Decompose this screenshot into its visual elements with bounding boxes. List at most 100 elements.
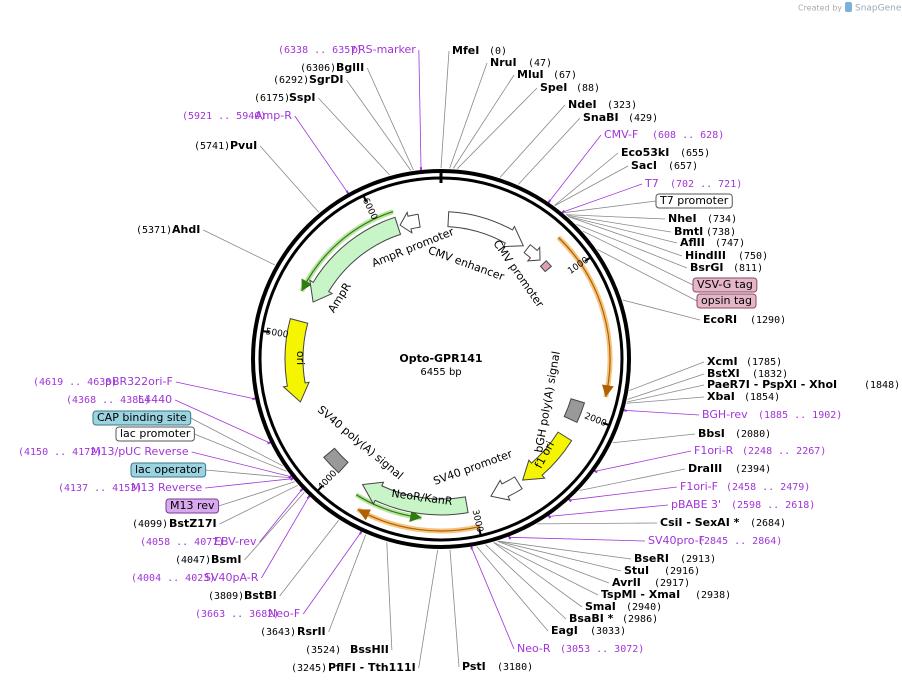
- feature-arrow: [309, 216, 402, 303]
- primer-name: BGH-rev: [702, 408, 748, 421]
- site-name: SacI: [631, 159, 657, 172]
- feature-tag: M13 rev: [170, 499, 215, 512]
- ruler-label: 4000: [316, 469, 339, 493]
- credit: Created by: [798, 4, 842, 13]
- primer-name: M13 Reverse: [131, 481, 202, 494]
- site-position: (2938): [695, 590, 731, 601]
- site-position: (3245): [291, 663, 327, 674]
- feature-arrow: [399, 210, 421, 234]
- site-position: (2917): [654, 578, 690, 589]
- site-name: StuI: [624, 564, 649, 577]
- feature-tag: lac operator: [135, 463, 202, 476]
- site-position: (3033): [590, 626, 626, 637]
- site-position: (6175): [254, 93, 290, 104]
- leader-line: [346, 79, 412, 171]
- site-name: NruI: [490, 56, 517, 69]
- leader-line: [498, 540, 632, 560]
- feature-tag-box: [655, 193, 733, 209]
- ruler-label: 5000: [265, 327, 289, 340]
- site-name: BsmI: [211, 553, 242, 566]
- site-name: PstI: [462, 660, 486, 673]
- leader-line: [190, 417, 283, 467]
- leader-line: [205, 478, 293, 489]
- site-name: PflFI - Tth111I: [328, 661, 416, 674]
- leader-line: [549, 504, 669, 517]
- ruler-label: 3000: [470, 509, 485, 534]
- site-position: (750): [738, 251, 768, 262]
- primer-position: (4368 .. 4385): [66, 395, 150, 406]
- feature-arrow: [521, 431, 573, 481]
- leader-line: [612, 433, 696, 444]
- site-name: BglII: [336, 61, 364, 74]
- primer-position: (6338 .. 6357): [278, 45, 362, 56]
- primer-name: F1ori-R: [694, 444, 734, 457]
- orf-head: [357, 509, 371, 521]
- site-name: XcmI: [707, 355, 738, 368]
- primer-name: F1ori-F: [680, 480, 718, 493]
- leader-line: [418, 549, 439, 669]
- leader-line: [509, 536, 646, 542]
- leader-line: [318, 97, 390, 176]
- site-name: Eco53kI: [621, 146, 669, 159]
- leader-line: [569, 486, 678, 501]
- primer-position: (3663 .. 3682): [195, 609, 279, 620]
- feature-block: [323, 447, 349, 474]
- site-position: (323): [607, 100, 637, 111]
- site-position: (3180): [497, 662, 533, 673]
- site-name: RsrII: [297, 625, 326, 638]
- site-position: (811): [733, 263, 763, 274]
- site-name: SspI: [289, 91, 315, 104]
- primer-position: (5921 .. 5940): [182, 111, 266, 122]
- feature-tag-box: [696, 293, 757, 309]
- site-position: (2916): [664, 566, 700, 577]
- primer-position: (702 .. 721): [670, 179, 742, 190]
- site-name: BstBI: [244, 589, 277, 602]
- site-position: (1290): [750, 315, 786, 326]
- primer-position: (4004 .. 4023): [131, 573, 215, 584]
- orf-line: [557, 237, 611, 398]
- site-name: PvuI: [230, 139, 257, 152]
- site-position: (4047): [175, 555, 211, 566]
- leader-line: [597, 249, 698, 302]
- site-position: (6292): [273, 75, 309, 86]
- leader-line: [366, 67, 414, 171]
- leader-line: [563, 200, 657, 214]
- leader-line: [626, 396, 705, 404]
- leader-line: [194, 433, 287, 472]
- leader-line: [244, 492, 305, 561]
- site-position: (2684): [750, 518, 786, 529]
- leader-line: [627, 384, 705, 403]
- ruler-tick: [262, 330, 270, 334]
- leader-line: [449, 549, 460, 668]
- ruler-tick: [584, 256, 592, 263]
- orf-head: [301, 278, 312, 292]
- leader-line: [205, 469, 292, 479]
- primer-name: pBABE 3': [671, 498, 721, 511]
- site-name: BsaBI *: [569, 612, 614, 625]
- site-position: (47): [528, 58, 552, 69]
- leader-line: [174, 399, 270, 444]
- ruler-label: 6000: [360, 197, 379, 222]
- primer-name: CMV-F: [604, 128, 638, 141]
- site-position: (2986): [622, 614, 658, 625]
- leader-line: [259, 489, 303, 543]
- leader-line: [562, 183, 643, 213]
- leader-line: [471, 547, 515, 650]
- site-name: EcoRI: [703, 313, 737, 326]
- site-name: HindIII: [685, 249, 726, 262]
- brand-logo: [845, 2, 852, 12]
- leader-line: [175, 381, 255, 400]
- leader-line: [294, 115, 348, 193]
- leader-line: [548, 134, 602, 202]
- feature-tag: opsin tag: [701, 294, 752, 307]
- feature-tag: CAP binding site: [97, 411, 187, 424]
- map-name: Opto-GPR141: [399, 352, 482, 365]
- leader-line: [497, 540, 610, 584]
- primer-name: Neo-F: [268, 607, 300, 620]
- leader-line: [328, 534, 367, 633]
- site-name: BbsI: [698, 427, 725, 440]
- site-name: SmaI: [585, 600, 616, 613]
- feature-tag: VSV-G tag: [697, 278, 753, 291]
- primer-name: EBV-rev: [214, 535, 257, 548]
